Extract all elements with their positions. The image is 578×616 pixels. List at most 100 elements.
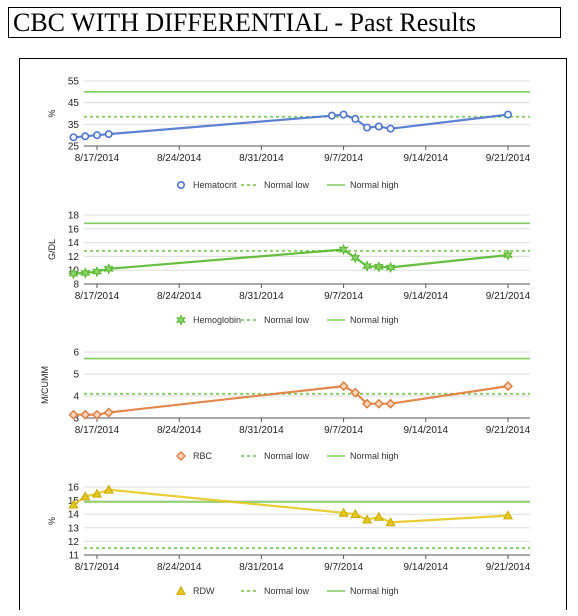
- legend-normal-low-label: Normal low: [264, 451, 310, 461]
- data-point: [362, 398, 373, 409]
- data-point: [373, 511, 384, 521]
- legend-series-label: RBC: [193, 451, 213, 461]
- data-point: [338, 507, 349, 517]
- y-tick-label: 16: [68, 224, 80, 235]
- x-tick-label: 8/24/2014: [157, 153, 202, 164]
- x-tick-label: 9/7/2014: [324, 425, 363, 436]
- x-tick-label: 9/21/2014: [486, 425, 531, 436]
- data-point: [350, 252, 361, 264]
- x-tick-label: 9/14/2014: [404, 291, 449, 302]
- legend-marker: [175, 585, 187, 595]
- page-title: CBC WITH DIFFERENTIAL - Past Results: [13, 8, 476, 37]
- data-point: [80, 267, 91, 279]
- data-point: [502, 510, 514, 520]
- data-point: [80, 409, 91, 420]
- data-point: [386, 124, 395, 133]
- x-tick-label: 9/7/2014: [324, 153, 363, 164]
- x-tick-label: 8/17/2014: [75, 562, 120, 573]
- series-line-hemoglobin: [73, 248, 509, 275]
- x-tick-label: 8/31/2014: [239, 425, 284, 436]
- y-tick-label: 11: [69, 551, 80, 562]
- y-axis-label: G/DL: [47, 239, 57, 260]
- x-tick-label: 8/17/2014: [75, 425, 120, 436]
- data-point: [373, 398, 384, 409]
- data-point: [68, 267, 79, 280]
- y-tick-label: 55: [68, 77, 80, 88]
- data-point: [103, 407, 114, 418]
- x-tick-label: 9/7/2014: [324, 291, 363, 302]
- y-tick-label: 18: [68, 211, 80, 222]
- x-tick-label: 9/14/2014: [404, 562, 449, 573]
- x-tick-label: 9/21/2014: [486, 562, 531, 573]
- data-point: [91, 488, 103, 498]
- legend-marker: [175, 314, 187, 326]
- legend-series-label: RDW: [193, 586, 215, 596]
- y-tick-label: 14: [68, 510, 80, 521]
- y-axis-label: %: [47, 517, 57, 525]
- data-point: [80, 491, 91, 501]
- y-tick-label: 35: [68, 120, 80, 131]
- data-point: [93, 131, 102, 140]
- data-point: [91, 265, 103, 278]
- y-tick-label: 14: [68, 238, 80, 249]
- data-point: [104, 130, 113, 139]
- data-point: [68, 499, 79, 509]
- page-title-box: CBC WITH DIFFERENTIAL - Past Results: [8, 7, 561, 38]
- legend-marker: [176, 451, 186, 461]
- data-point: [350, 508, 361, 519]
- y-tick-label: 25: [68, 142, 80, 153]
- x-tick-label: 9/21/2014: [486, 153, 531, 164]
- legend-marker: [177, 181, 186, 190]
- x-tick-label: 8/31/2014: [239, 562, 284, 573]
- data-point: [351, 114, 360, 123]
- y-axis-label: %: [47, 109, 57, 117]
- x-tick-label: 8/31/2014: [239, 153, 284, 164]
- x-tick-label: 9/14/2014: [404, 425, 449, 436]
- legend-normal-low-label: Normal low: [264, 180, 310, 190]
- data-point: [385, 398, 396, 409]
- y-tick-label: 12: [68, 537, 80, 548]
- y-tick-label: 4: [73, 392, 79, 403]
- data-point: [362, 514, 373, 524]
- y-axis-label: M/CUMM: [40, 366, 50, 404]
- data-point: [338, 381, 349, 392]
- y-tick-label: 3: [73, 414, 79, 425]
- data-point: [503, 110, 512, 119]
- x-tick-label: 8/24/2014: [157, 291, 202, 302]
- data-point: [373, 261, 384, 273]
- data-point: [327, 111, 336, 120]
- data-point: [363, 123, 372, 132]
- data-point: [338, 243, 349, 256]
- x-tick-label: 8/17/2014: [75, 153, 120, 164]
- series-line-rbc: [73, 385, 509, 416]
- legend-normal-high-label: Normal high: [350, 586, 399, 596]
- x-tick-label: 9/14/2014: [404, 153, 449, 164]
- legend-normal-low-label: Normal low: [264, 586, 310, 596]
- legend-normal-high-label: Normal high: [350, 451, 399, 461]
- x-tick-label: 8/24/2014: [157, 562, 202, 573]
- data-point: [362, 260, 373, 272]
- data-point: [81, 132, 90, 141]
- data-point: [502, 249, 514, 261]
- legend-normal-high-label: Normal high: [350, 180, 399, 190]
- y-tick-label: 5: [73, 370, 79, 381]
- x-tick-label: 8/31/2014: [239, 291, 284, 302]
- data-point: [69, 133, 78, 142]
- data-point: [385, 517, 396, 527]
- data-point: [103, 263, 114, 275]
- x-tick-label: 9/21/2014: [486, 291, 531, 302]
- y-tick-label: 6: [73, 348, 79, 359]
- data-point: [385, 261, 396, 274]
- data-point: [103, 484, 114, 494]
- legend-series-label: Hemoglobin: [193, 315, 241, 325]
- data-point: [350, 387, 361, 398]
- x-tick-label: 8/17/2014: [75, 291, 120, 302]
- y-tick-label: 13: [68, 523, 80, 534]
- legend-normal-low-label: Normal low: [264, 315, 310, 325]
- charts-frame: [19, 58, 567, 610]
- series-line-rdw: [72, 488, 509, 524]
- y-tick-label: 16: [68, 483, 80, 494]
- data-point: [92, 409, 102, 420]
- data-point: [374, 122, 383, 131]
